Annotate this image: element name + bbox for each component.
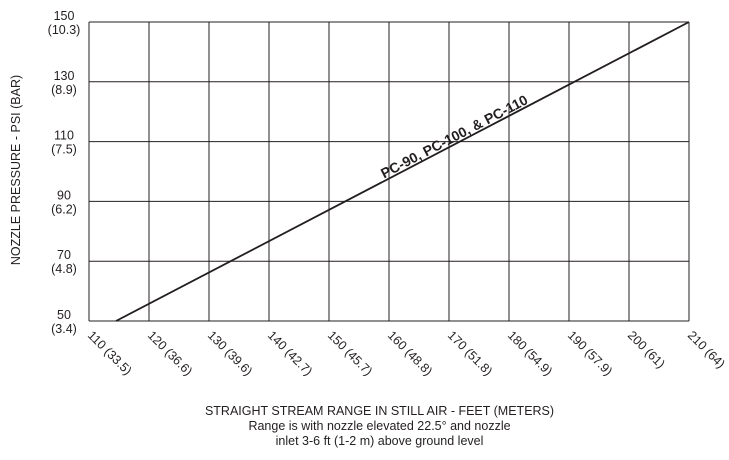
x-axis-label: STRAIGHT STREAM RANGE IN STILL AIR - FEE… [204,404,555,418]
y-tick-label-bar: (6.2) [51,202,77,216]
y-tick-label-bar: (3.4) [51,322,77,336]
chart-grid [88,21,690,322]
y-tick-label-bar: (7.5) [51,143,77,157]
y-tick-label-bar: (10.3) [48,23,81,37]
x-tick-label: 170 (51.8) [445,328,495,378]
y-axis-label: NOZZLE PRESSURE - PSI (BAR) [9,75,23,265]
y-tick-label-bar: (8.9) [51,83,77,97]
series-line [115,21,690,322]
x-axis-label-block: STRAIGHT STREAM RANGE IN STILL AIR - FEE… [0,404,729,449]
x-tick-label: 150 (45.7) [325,328,375,378]
x-tick-label: 110 (33.5) [85,328,135,378]
chart-note-line-1: Range is with nozzle elevated 22.5° and … [248,419,511,433]
series-layer: PC-90, PC-100, & PC-110 [115,21,690,322]
y-tick-label-psi: 130 [54,69,75,83]
x-tick-label: 160 (48.8) [385,328,435,378]
x-tick-label: 210 (64) [685,328,728,371]
x-axis-ticks: 110 (33.5) 120 (36.6) 130 (39.6) 140 (42.7)… [85,328,728,378]
x-tick-label: 190 (57.9) [565,328,615,378]
y-tick-label-psi: 150 [54,9,75,23]
y-tick-label-psi: 50 [57,308,71,322]
y-tick-label-psi: 90 [57,188,71,202]
x-tick-label: 140 (42.7) [265,328,315,378]
range-pressure-chart: 50(3.4) 70(4.8) 90(6.2) 110(7.5) 130(8.9) 150… [9,9,728,378]
y-tick-label-psi: 70 [57,248,71,262]
chart-note-line-2: inlet 3-6 ft (1-2 m) above ground level [275,434,484,448]
y-tick-label-bar: (4.8) [51,262,77,276]
series-label: PC-90, PC-100, & PC-110 [378,91,530,181]
x-tick-label: 200 (61) [625,328,668,371]
x-tick-label: 120 (36.6) [145,328,195,378]
x-tick-label: 180 (54.9) [505,328,555,378]
y-tick-label-psi: 110 [54,129,74,143]
x-tick-label: 130 (39.6) [205,328,255,378]
y-axis-ticks: 50(3.4) 70(4.8) 90(6.2) 110(7.5) 130(8.9) 150… [48,9,81,336]
